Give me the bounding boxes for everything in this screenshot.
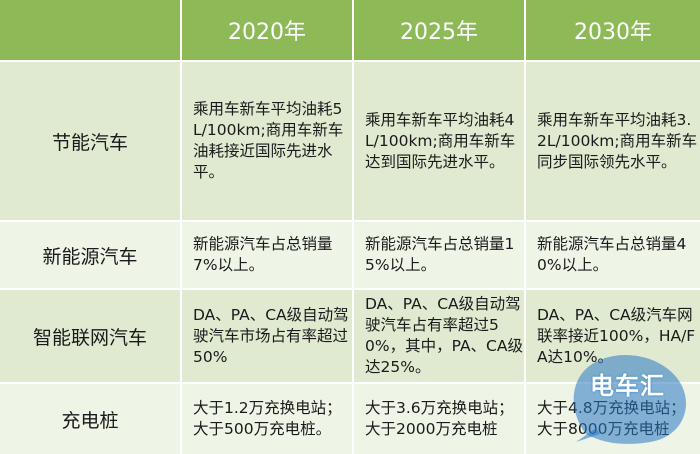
table-cell: 大于3.6万充换电站；大于2000万充电桩 bbox=[354, 384, 526, 454]
cell-text: DA、PA、CA级自动驾驶汽车市场占有率超过50% bbox=[193, 305, 349, 366]
table-cell: 新能源汽车占总销量40%以上。 bbox=[526, 222, 700, 290]
header-2030: 2030年 bbox=[526, 0, 700, 62]
cell-text: 新能源汽车占总销量7%以上。 bbox=[193, 235, 333, 274]
table-cell: 乘用车新车平均油耗3.2L/100km;商用车新车同步国际领先水平。 bbox=[526, 62, 700, 222]
row-label-connected: 智能联网汽车 bbox=[0, 290, 182, 384]
table-cell: 新能源汽车占总销量7%以上。 bbox=[182, 222, 354, 290]
cell-text: DA、PA、CA级汽车网联率接近100%，HA/FA达10%。 bbox=[537, 305, 696, 366]
cell-text: 新能源汽车占总销量40%以上。 bbox=[537, 235, 687, 274]
header-corner bbox=[0, 0, 182, 62]
watermark-text: 电车汇 bbox=[590, 372, 665, 400]
table-cell: 乘用车新车平均油耗4L/100km;商用车新车达到国际先进水平。 bbox=[354, 62, 526, 222]
header-2020: 2020年 bbox=[182, 0, 354, 62]
table-cell: DA、PA、CA级自动驾驶汽车市场占有率超过50% bbox=[182, 290, 354, 384]
header-2025: 2025年 bbox=[354, 0, 526, 62]
cell-text: 大于4.8万充换电站；大于8000万充电桩 bbox=[537, 399, 686, 438]
table-cell: 乘用车新车平均油耗5L/100km;商用车新车油耗接近国际先进水平。 bbox=[182, 62, 354, 222]
cell-text: 乘用车新车平均油耗4L/100km;商用车新车达到国际先进水平。 bbox=[365, 110, 516, 171]
cell-text: DA、PA、CA级自动驾驶汽车占有率超过50%，其中，PA、CA级达25%。 bbox=[365, 295, 523, 376]
cell-text: 新能源汽车占总销量15%以上。 bbox=[365, 235, 515, 274]
table-cell: 新能源汽车占总销量15%以上。 bbox=[354, 222, 526, 290]
row-label-new-energy: 新能源汽车 bbox=[0, 222, 182, 290]
cell-text: 大于3.6万充换电站；大于2000万充电桩 bbox=[365, 399, 514, 438]
cell-text: 大于1.2万充换电站；大于500万充电桩。 bbox=[193, 399, 342, 438]
row-label-energy-saving: 节能汽车 bbox=[0, 62, 182, 222]
table-cell: 大于1.2万充换电站；大于500万充电桩。 bbox=[182, 384, 354, 454]
cell-text: 乘用车新车平均油耗3.2L/100km;商用车新车同步国际领先水平。 bbox=[537, 110, 698, 171]
cell-text: 乘用车新车平均油耗5L/100km;商用车新车油耗接近国际先进水平。 bbox=[193, 100, 344, 181]
row-label-charging: 充电桩 bbox=[0, 384, 182, 454]
table-cell: DA、PA、CA级自动驾驶汽车占有率超过50%，其中，PA、CA级达25%。 bbox=[354, 290, 526, 384]
